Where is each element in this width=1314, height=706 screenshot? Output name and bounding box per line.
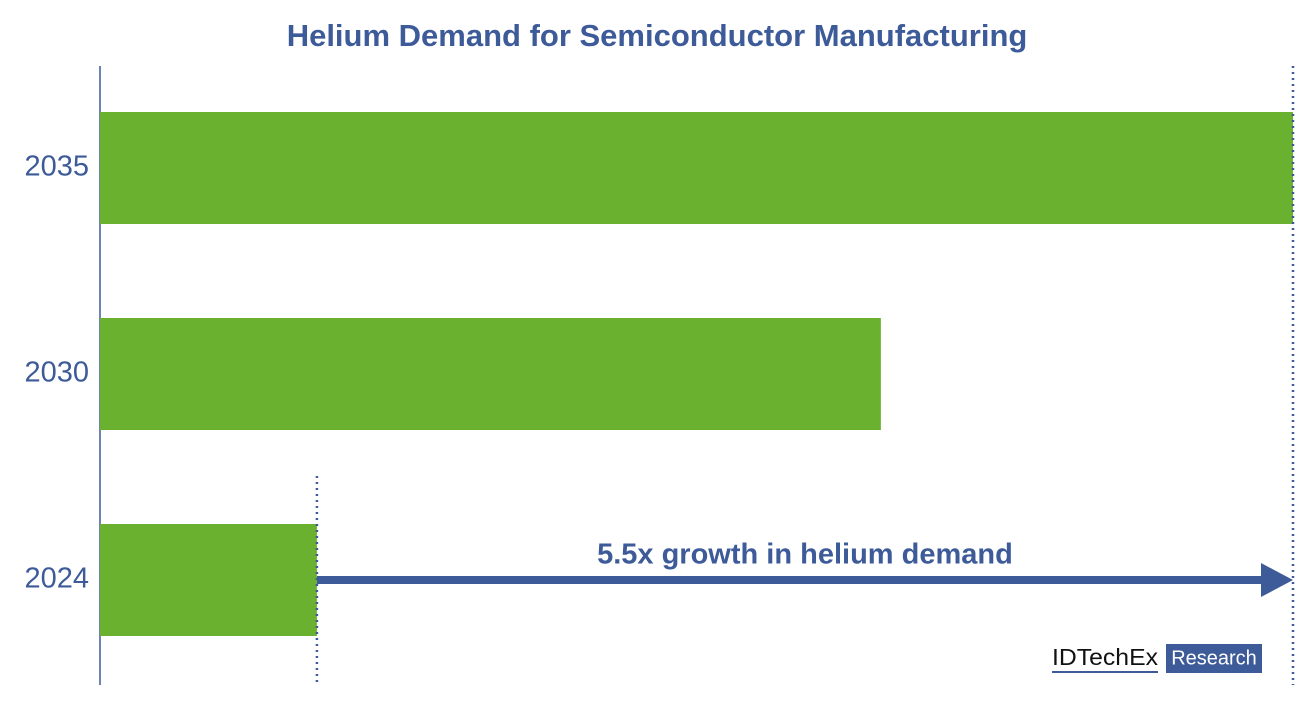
logo-tag: Research	[1171, 647, 1257, 669]
logo-box	[1166, 644, 1262, 673]
chart-title: Helium Demand for Semiconductor Manufact…	[287, 18, 1028, 53]
y-tick-label: 2030	[24, 357, 89, 389]
bar	[100, 524, 317, 636]
bar	[100, 318, 881, 430]
annotation: 5.5x growth in helium demand	[597, 539, 1013, 571]
y-tick-label: 2035	[24, 151, 89, 183]
bar	[100, 112, 1293, 224]
y-tick-label: 2024	[24, 563, 89, 595]
arrow-head	[1261, 563, 1293, 597]
logo-brand: IDTechEx	[1052, 644, 1159, 670]
